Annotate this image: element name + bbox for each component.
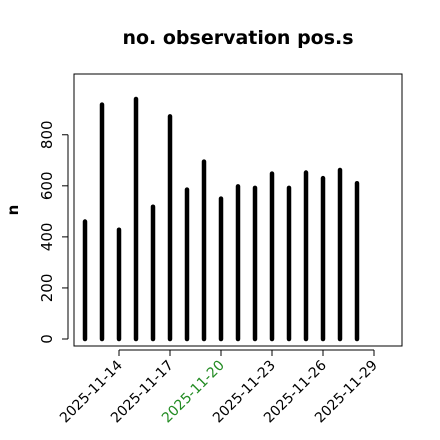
y-tick-label-600: 600 [38, 171, 56, 200]
y-tick-label-200: 200 [38, 274, 56, 303]
bars-group [82, 96, 360, 342]
y-axis-label: n [4, 205, 22, 216]
chart-title: no. observation pos.s [122, 27, 353, 49]
y-tick-label-800: 800 [38, 120, 56, 149]
y-tick-label-0: 0 [38, 334, 56, 344]
x-axis: 2025-11-142025-11-172025-11-202025-11-23… [57, 349, 381, 426]
y-axis: 0 200 400 600 800 [38, 120, 69, 344]
y-tick-label-400: 400 [38, 223, 56, 252]
plot-frame [73, 73, 403, 347]
